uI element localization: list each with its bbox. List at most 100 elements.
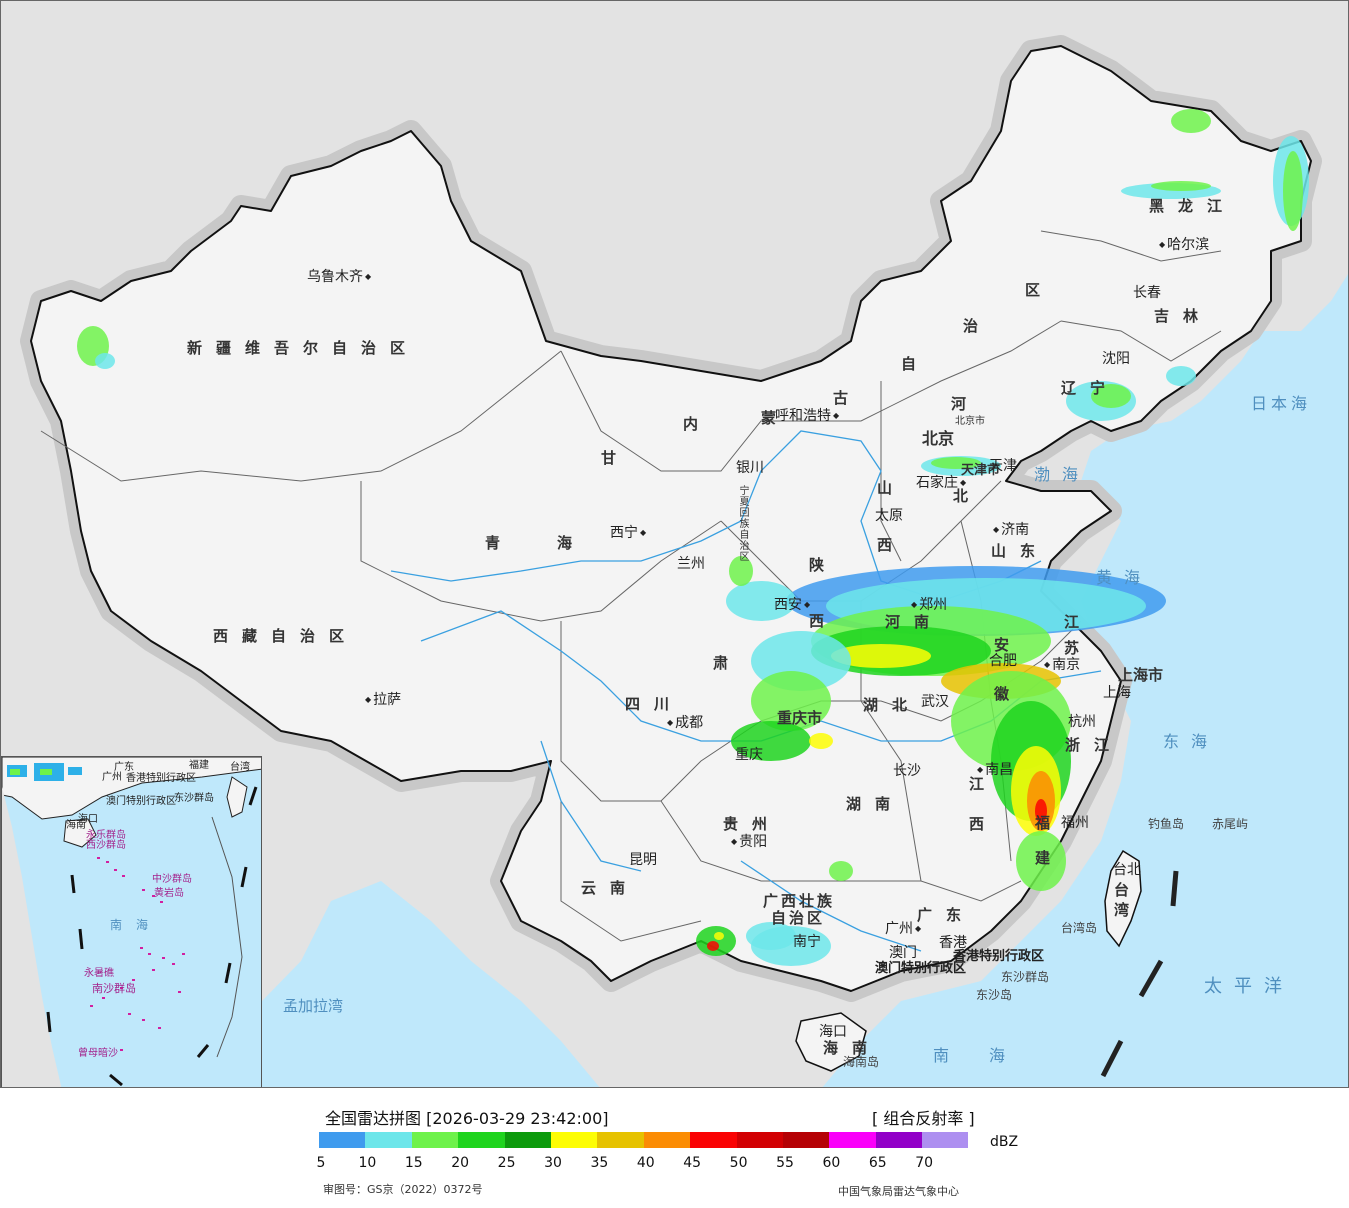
radar-map: 新疆维吾尔自治区 西藏自治区 青 海 甘 肃 内 蒙 古 自 治 区 黑龙江 吉… <box>0 0 1349 1088</box>
echo-blob <box>831 644 931 668</box>
legend-swatch <box>643 1132 691 1148</box>
city-taiyuan: 太原 <box>875 508 903 524</box>
sea-donghai: 东海 <box>1163 732 1220 751</box>
inset-label-guangzhou: 广州 <box>102 772 122 783</box>
legend-swatch <box>550 1132 598 1148</box>
sea-huanghai: 黄海 <box>1096 568 1153 587</box>
province-hainan: 海南 <box>823 1039 882 1057</box>
province-henan: 河南 <box>885 613 944 631</box>
city-hangzhou: 杭州 <box>1068 714 1096 730</box>
legend-tick-label: 15 <box>404 1155 423 1171</box>
province-fujian-2: 建 <box>1035 849 1065 867</box>
legend-swatch <box>319 1132 366 1148</box>
city-chongqing: 重庆 <box>735 747 763 763</box>
taiwan-land <box>1104 849 1142 948</box>
province-gansu-1: 甘 <box>601 449 631 467</box>
province-neimenggu-4: 自 <box>901 355 931 373</box>
province-jilin: 吉林 <box>1154 307 1213 325</box>
city-guangzhou: 广州 <box>885 922 921 936</box>
inset-label-dongsha: 东沙群岛 <box>174 793 214 804</box>
legend-tick-label: 5 <box>316 1155 326 1171</box>
island-taiwan: 台湾岛 <box>1061 921 1098 935</box>
inset-label-yongle: 永乐群岛 <box>86 830 126 841</box>
legend-swatch <box>365 1132 412 1148</box>
province-yunnan: 云南 <box>581 879 640 897</box>
echo-blob <box>746 922 796 950</box>
province-qinghai-1: 青 <box>485 534 515 552</box>
city-shijiazhuang: 石家庄 <box>916 476 966 490</box>
province-jiangsu-1: 江 <box>1064 613 1094 631</box>
echo-blob <box>1283 151 1303 231</box>
legend-tick-label: 60 <box>822 1155 841 1171</box>
echo-blob <box>1016 831 1066 891</box>
province-liaoning: 辽宁 <box>1061 379 1120 397</box>
legend-unit: dBZ <box>990 1134 1019 1150</box>
legend-swatch <box>736 1132 783 1148</box>
province-ningxia: 宁夏回族自治区 <box>737 485 748 562</box>
island-hainan: 海南岛 <box>843 1055 880 1069</box>
city-nanchang: 南昌 <box>977 763 1013 777</box>
province-hebei-2: 北 <box>953 487 983 505</box>
island-dongsha: 东沙岛 <box>976 988 1013 1002</box>
echo-blob <box>1091 384 1131 408</box>
city-nanjing: 南京 <box>1044 658 1080 672</box>
legend-swatch <box>690 1132 737 1148</box>
city-tianjin: 天津 <box>989 458 1017 474</box>
legend-tick-label: 10 <box>358 1155 377 1171</box>
province-neimenggu-2: 蒙 <box>761 409 791 427</box>
province-jiangsu-2: 苏 <box>1064 639 1094 657</box>
echo-blob <box>829 861 853 881</box>
province-beijing: 北京市 <box>955 416 985 427</box>
inset-canvas <box>2 757 261 1087</box>
echo-blob <box>1151 181 1211 191</box>
echo-blob <box>714 932 724 940</box>
legend-swatch <box>875 1132 923 1148</box>
province-neimenggu-3: 古 <box>833 389 863 407</box>
legend-swatch <box>458 1132 505 1148</box>
province-neimenggu-6: 区 <box>1025 281 1055 299</box>
province-hebei-1: 河 <box>951 395 981 413</box>
inset-label-fujian: 福建 <box>189 760 209 771</box>
inset-label-taiwan: 台湾 <box>230 762 250 773</box>
province-hunan: 湖南 <box>846 795 905 813</box>
city-nanning: 南宁 <box>793 934 821 950</box>
city-shenyang: 沈阳 <box>1102 351 1130 367</box>
sea-nanhai: 南海 <box>933 1046 1046 1065</box>
pacific-sea <box>822 274 1348 1087</box>
city-kunming: 昆明 <box>629 852 657 868</box>
legend-tick-label: 40 <box>636 1155 655 1171</box>
label-macau-sar: 澳门特别行政区 <box>875 961 967 976</box>
echo-blob <box>1035 799 1047 823</box>
province-guangxi-2: 自治区 <box>771 909 826 927</box>
province-taiwan-1: 台 <box>1114 881 1144 899</box>
city-chengdu: 成都 <box>667 716 703 730</box>
legend-swatch <box>829 1132 876 1148</box>
echo-blob <box>751 671 831 731</box>
province-guizhou: 贵州 <box>723 815 782 833</box>
province-gansu-2: 肃 <box>713 654 743 672</box>
province-heilongjiang: 黑龙江 <box>1149 197 1237 215</box>
city-changsha: 长沙 <box>893 763 921 779</box>
province-jiangxi-2: 西 <box>969 815 999 833</box>
province-shandong: 山东 <box>991 542 1050 560</box>
legend-tick-label: 65 <box>868 1155 887 1171</box>
city-lhasa: 拉萨 <box>365 693 401 707</box>
south-china-sea-inset: 广东 福建 台湾 广州 香港特别行政区 澳门特别行政区 东沙群岛 海南 海口 西… <box>1 756 262 1087</box>
province-xinjiang: 新疆维吾尔自治区 <box>187 339 420 357</box>
province-sichuan: 四川 <box>625 695 684 713</box>
province-neimenggu-1: 内 <box>683 415 713 433</box>
island-dongsha-qundao: 东沙群岛 <box>1001 970 1050 984</box>
inset-label-guangdong: 广东 <box>114 762 134 773</box>
echo-blob <box>809 733 833 749</box>
inset-label-macau: 澳门特别行政区 <box>106 796 176 807</box>
province-guangdong: 广东 <box>917 906 976 924</box>
province-shanxi-2: 西 <box>877 536 907 554</box>
legend-tick-label: 70 <box>915 1155 934 1171</box>
province-fujian-1: 福 <box>1035 814 1065 832</box>
maritime-boundary-marks <box>1100 870 1179 1078</box>
province-tianjin: 天津市 <box>961 463 1001 478</box>
city-urumqi: 乌鲁木齐 <box>307 270 371 284</box>
legend-product: [ 组合反射率 ] <box>872 1109 975 1128</box>
legend-source: 中国气象局雷达气象中心 <box>838 1185 959 1198</box>
echo-blob <box>707 941 719 951</box>
